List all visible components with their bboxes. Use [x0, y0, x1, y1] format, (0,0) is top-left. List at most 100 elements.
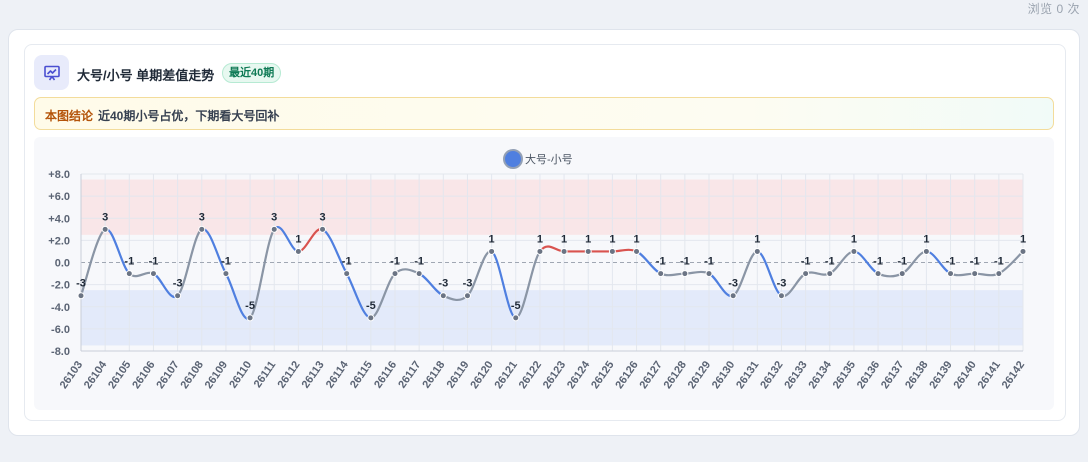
data-point: [681, 270, 689, 278]
data-point: [874, 270, 882, 278]
x-tick-label: 26128: [662, 359, 689, 391]
x-tick-label: 26125: [589, 359, 616, 391]
x-tick-label: 26122: [517, 359, 544, 391]
data-point: [488, 247, 496, 255]
data-point: [415, 270, 423, 278]
data-point: [850, 247, 858, 255]
x-tick-label: 26135: [831, 359, 858, 391]
x-tick-label: 26121: [493, 359, 520, 391]
x-tick-label: 26131: [734, 359, 761, 391]
x-tick-label: 26141: [976, 359, 1003, 391]
series-line-segment: [973, 272, 1000, 277]
x-tick-label: 26111: [252, 359, 279, 390]
y-tick-label: 0.0: [55, 258, 70, 270]
series-line-segment: [804, 271, 831, 276]
data-point: [705, 270, 713, 278]
data-point: [536, 247, 544, 255]
data-point: [802, 270, 810, 278]
data-label: 3: [102, 211, 108, 223]
x-tick-label: 26112: [276, 359, 303, 390]
series-line-segment: [659, 272, 686, 277]
data-point: [512, 314, 520, 322]
x-tick-label: 26123: [541, 359, 568, 391]
y-tick-label: +2.0: [48, 235, 70, 247]
data-point: [222, 270, 230, 278]
data-point: [174, 292, 182, 300]
data-label: 1: [851, 233, 857, 245]
conclusion-banner: 本图结论 近40期小号占优，下期看大号回补: [34, 97, 1054, 130]
x-tick-label: 26119: [445, 359, 472, 390]
data-point: [367, 314, 375, 322]
data-label: -3: [76, 278, 86, 290]
y-tick-label: -4.0: [51, 302, 70, 314]
x-tick-label: 26110: [227, 359, 254, 390]
x-tick-label: 26137: [879, 359, 906, 391]
x-tick-label: 26118: [420, 359, 447, 390]
data-point: [729, 292, 737, 300]
data-label: 3: [319, 211, 325, 223]
data-label: 1: [537, 233, 543, 245]
data-point: [633, 247, 641, 255]
y-tick-label: +6.0: [48, 191, 70, 203]
x-tick-label: 26109: [203, 359, 230, 391]
data-point: [1019, 247, 1027, 255]
data-label: -3: [173, 278, 183, 290]
x-tick-label: 26116: [372, 359, 399, 390]
data-label: -1: [704, 256, 714, 268]
data-point: [753, 247, 761, 255]
x-tick-label: 26106: [130, 359, 157, 391]
data-point: [439, 292, 447, 300]
x-tick-label: 26104: [82, 358, 110, 391]
x-tick-label: 26139: [927, 359, 954, 391]
data-label: 1: [609, 233, 615, 245]
data-label: -1: [801, 256, 811, 268]
data-point: [391, 270, 399, 278]
data-label: -1: [897, 256, 907, 268]
series-line-segment: [949, 272, 976, 277]
data-label: -1: [970, 256, 980, 268]
data-label: -3: [777, 278, 787, 290]
period-badge: 最近40期: [222, 63, 282, 83]
data-label: 1: [489, 233, 495, 245]
data-label: -1: [946, 256, 956, 268]
data-label: -5: [245, 300, 255, 312]
x-tick-label: 26130: [710, 359, 737, 391]
data-label: -1: [390, 256, 400, 268]
x-tick-label: 26133: [782, 359, 809, 391]
data-label: 1: [1020, 233, 1026, 245]
y-tick-label: -2.0: [51, 280, 70, 292]
x-tick-label: 26138: [903, 359, 930, 391]
data-label: -3: [463, 278, 473, 290]
series-line-segment: [683, 270, 711, 275]
data-point: [922, 247, 930, 255]
data-label: -1: [149, 256, 159, 268]
y-tick-label: +8.0: [48, 169, 70, 181]
data-label: -1: [825, 256, 835, 268]
data-label: 1: [295, 233, 301, 245]
data-point: [777, 292, 785, 300]
x-tick-label: 26117: [396, 359, 423, 390]
data-label: -3: [438, 278, 448, 290]
data-point: [77, 292, 85, 300]
band-upper: [81, 179, 1023, 235]
legend-label: 大号-小号: [525, 152, 573, 166]
data-point: [584, 247, 592, 255]
data-label: 1: [923, 233, 929, 245]
x-tick-label: 26134: [807, 358, 835, 391]
data-point: [270, 225, 278, 233]
data-label: -1: [994, 256, 1004, 268]
x-tick-label: 26114: [324, 358, 352, 390]
data-label: -5: [366, 300, 376, 312]
x-tick-label: 26142: [1000, 359, 1027, 391]
data-point: [343, 270, 351, 278]
x-tick-label: 26127: [637, 359, 664, 391]
data-point: [898, 270, 906, 278]
x-tick-label: 26105: [106, 359, 133, 391]
chart-presentation-icon: [34, 55, 69, 90]
series-line-segment: [538, 245, 566, 253]
chart-area: +8.0 +6.0 +4.0 +2.0 0.0 -2.0 -4.0 -6.0 -8.0 大号-小号…: [34, 137, 1054, 410]
series-line-segment: [248, 228, 276, 319]
x-tick-label: 26129: [686, 359, 713, 391]
series-line-segment: [611, 248, 638, 253]
data-label: -1: [342, 256, 352, 268]
